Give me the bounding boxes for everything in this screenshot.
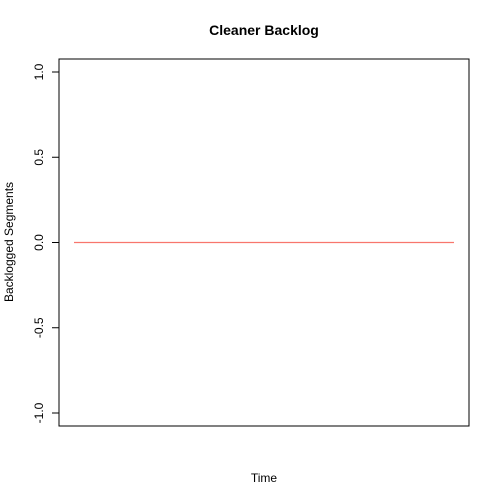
y-tick-label: 0.5 — [32, 149, 46, 166]
y-tick-label: -1.0 — [32, 402, 46, 423]
x-axis-label: Time — [251, 471, 278, 485]
y-axis: -1.0 -0.5 0.0 0.5 1.0 — [32, 63, 59, 423]
y-tick-label: -0.5 — [32, 317, 46, 338]
chart-title: Cleaner Backlog — [209, 22, 319, 38]
y-axis-label: Backlogged Segments — [2, 182, 16, 302]
y-tick-label: 0.0 — [32, 234, 46, 251]
y-tick-label: 1.0 — [32, 63, 46, 80]
